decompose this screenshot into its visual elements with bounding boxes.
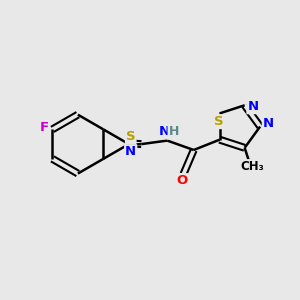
Text: S: S — [126, 130, 136, 143]
Text: S: S — [214, 115, 224, 128]
Text: CH₃: CH₃ — [241, 160, 265, 173]
Text: F: F — [40, 121, 49, 134]
Text: N: N — [159, 125, 170, 138]
Text: H: H — [169, 125, 179, 138]
Text: N: N — [247, 100, 259, 113]
Text: N: N — [125, 145, 136, 158]
Text: O: O — [176, 174, 188, 187]
Text: N: N — [263, 117, 274, 130]
